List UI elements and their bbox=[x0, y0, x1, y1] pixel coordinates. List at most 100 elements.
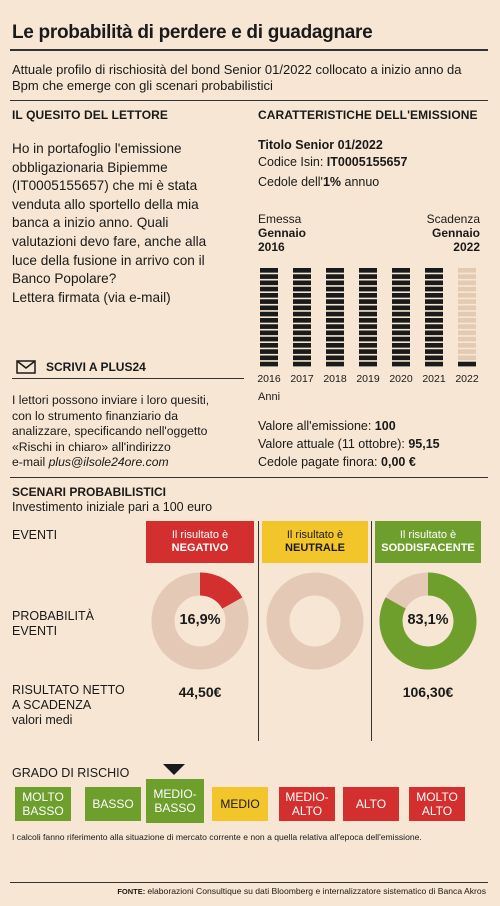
quesito-line: Banco Popolare? bbox=[12, 271, 117, 287]
box-prefix: Il risultato è bbox=[399, 529, 457, 541]
cedola-value: 1% bbox=[322, 175, 342, 189]
row-prob-line: EVENTI bbox=[12, 624, 58, 638]
bar-segment bbox=[260, 280, 278, 286]
bar-segment bbox=[425, 349, 443, 354]
valore-attuale: 95,15 bbox=[408, 437, 440, 451]
risk-level-line: ALTO bbox=[421, 804, 453, 818]
risk-level-line: MEDIO- bbox=[153, 787, 197, 801]
bar-segment bbox=[458, 293, 476, 298]
bar-segment bbox=[458, 355, 476, 361]
risk-level-mediobasso: MEDIO- BASSO bbox=[146, 779, 204, 823]
box-label: NEGATIVO bbox=[171, 542, 229, 554]
cedole-pagate-line: Cedole pagate finora: 0,00 € bbox=[258, 455, 416, 469]
scrivi-label: SCRIVI A PLUS24 bbox=[46, 360, 146, 374]
risk-level-text: MOLTO BASSO bbox=[22, 790, 64, 818]
year-tick-label: 2022 bbox=[455, 373, 479, 384]
bar-segment bbox=[359, 336, 377, 342]
caratteristiche-heading: CARATTERISTICHE DELL'EMISSIONE bbox=[258, 108, 478, 122]
bar-segment bbox=[359, 299, 377, 304]
cedola-label: Cedole dell' bbox=[258, 175, 323, 189]
emessa-year: 2016 bbox=[258, 240, 285, 254]
bar-segment bbox=[293, 299, 311, 304]
risk-level-moltobasso: MOLTO BASSO bbox=[15, 787, 71, 821]
bar-segment bbox=[293, 305, 311, 311]
risk-pointer-icon bbox=[163, 764, 185, 775]
cedole-pagate-label: Cedole pagate finora: bbox=[258, 455, 382, 469]
emessa-month: Gennaio bbox=[258, 226, 307, 240]
scenario-neutrale-box: Il risultato è NEUTRALE bbox=[262, 521, 368, 563]
year-tick-label: 2019 bbox=[356, 373, 380, 384]
bar-segment bbox=[458, 324, 476, 329]
bar-segment bbox=[326, 305, 344, 311]
bar-segment bbox=[458, 305, 476, 311]
donut-slice-soddisfacente bbox=[379, 572, 477, 670]
bar-segment bbox=[425, 305, 443, 311]
subtitle-rule bbox=[10, 100, 488, 101]
bar-segment bbox=[392, 343, 410, 348]
bar-segment bbox=[260, 330, 278, 336]
box-prefix: Il risultato è bbox=[286, 529, 344, 541]
email-link[interactable]: plus@ilsole24ore.com bbox=[48, 455, 169, 470]
scadenza-month: Gennaio bbox=[431, 226, 480, 240]
bar-segment bbox=[260, 361, 278, 367]
bar-segment bbox=[326, 268, 344, 273]
cedole-pagate: 0,00 € bbox=[381, 455, 416, 469]
bar-segment bbox=[260, 299, 278, 304]
bar-year-2019 bbox=[359, 268, 377, 367]
bar-segment bbox=[425, 286, 443, 292]
bar-segment bbox=[359, 274, 377, 279]
bar-segment bbox=[458, 336, 476, 342]
risk-level-text: MEDIO bbox=[220, 797, 259, 811]
source: FONTE: elaborazioni Consultique su dati … bbox=[12, 886, 486, 896]
bar-segment bbox=[392, 330, 410, 336]
email-prefix: e-mail bbox=[12, 455, 49, 470]
bar-segment bbox=[293, 349, 311, 354]
valore-attuale-label: Valore attuale (11 ottobre): bbox=[258, 437, 409, 451]
bar-segment bbox=[458, 343, 476, 348]
source-text: elaborazioni Consultique su dati Bloombe… bbox=[147, 886, 486, 896]
bar-segment bbox=[359, 268, 377, 273]
bar-segment bbox=[359, 324, 377, 329]
bar-segment bbox=[359, 305, 377, 311]
bar-segment bbox=[326, 293, 344, 298]
row-ris-line: A SCADENZA bbox=[12, 698, 92, 712]
bar-segment bbox=[458, 330, 476, 336]
bar-segment bbox=[326, 349, 344, 354]
footer-rule bbox=[10, 882, 488, 883]
bar-segment bbox=[326, 274, 344, 279]
column-separator bbox=[258, 521, 259, 741]
bar-segment bbox=[293, 330, 311, 336]
bar-segment bbox=[293, 268, 311, 273]
bar-segment bbox=[359, 349, 377, 354]
bar-segment bbox=[326, 311, 344, 317]
risk-level-text: MEDIO- ALTO bbox=[285, 790, 328, 818]
bar-year-2022 bbox=[458, 268, 476, 367]
donut-soddisfacente bbox=[379, 572, 477, 670]
box-prefix: Il risultato è bbox=[171, 529, 229, 541]
bar-segment bbox=[425, 268, 443, 273]
bar-segment bbox=[326, 280, 344, 286]
quesito-line: luce della fusione in arrivo con il bbox=[12, 252, 205, 268]
bar-segment bbox=[458, 286, 476, 292]
bar-maturity-segment bbox=[458, 361, 476, 367]
year-tick-label: 2018 bbox=[323, 373, 347, 384]
valore-emissione-label: Valore all'emissione: bbox=[258, 419, 375, 433]
bar-segment bbox=[425, 355, 443, 361]
bar-segment bbox=[260, 286, 278, 292]
bar-segment bbox=[425, 280, 443, 286]
bond-years-chart: 2016 2017 2018 2019 2020 2021 2022 bbox=[257, 268, 479, 384]
bar-segment bbox=[326, 343, 344, 348]
scenari-rule bbox=[10, 477, 488, 478]
bar-segment bbox=[425, 343, 443, 348]
subtitle: Attuale profilo di rischiosità del bond … bbox=[12, 62, 462, 93]
bar-segment bbox=[260, 311, 278, 317]
bar-segment bbox=[392, 318, 410, 323]
box-label: SODDISFACENTE bbox=[381, 542, 475, 554]
bar-segment bbox=[326, 336, 344, 342]
quesito-text: Ho in portafoglio l'emissione obbligazio… bbox=[12, 140, 247, 307]
bar-segment bbox=[425, 336, 443, 342]
bar-segment bbox=[293, 336, 311, 342]
envelope-icon bbox=[16, 360, 36, 374]
bar-segment bbox=[458, 280, 476, 286]
column-separator bbox=[371, 521, 372, 741]
